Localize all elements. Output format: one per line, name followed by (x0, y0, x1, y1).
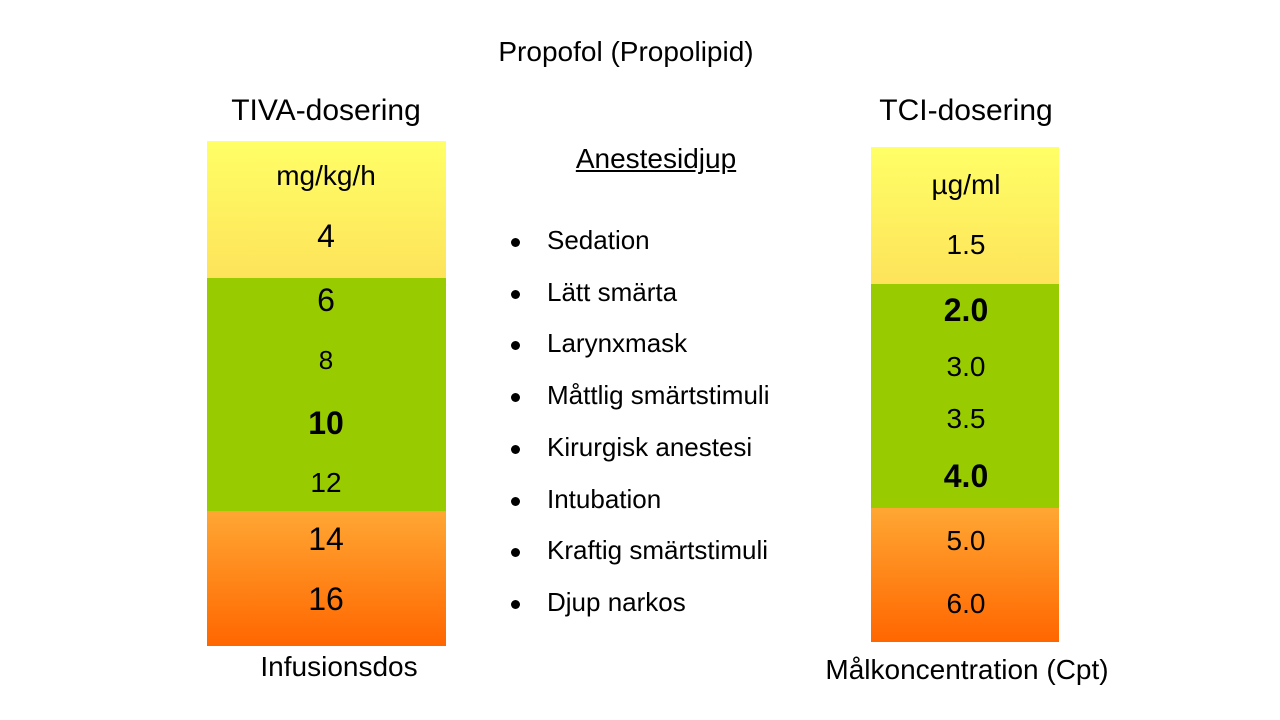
bullet-icon (511, 496, 520, 506)
depth-item: Måttlig smärtstimuli (511, 380, 770, 410)
depth-heading: Anestesidjup (575, 143, 737, 174)
depth-item: Sedation (511, 225, 650, 255)
tiva-value: 10 (308, 405, 344, 441)
depth-item-label: Sedation (547, 225, 650, 255)
bullet-icon (511, 237, 520, 247)
depth-item-label: Lätt smärta (547, 277, 678, 307)
bullet-icon (511, 289, 520, 299)
depth-item-label: Intubation (547, 484, 662, 514)
depth-item: Intubation (511, 484, 662, 514)
tiva-value: 8 (318, 345, 334, 375)
tci-value: 3.5 (946, 403, 986, 434)
tci-scale (871, 147, 1059, 642)
depth-item: Larynxmask (511, 328, 688, 358)
tiva-value: 6 (317, 282, 335, 318)
tci-yellow-band (871, 147, 1059, 284)
tiva-scale (207, 141, 446, 646)
tci-value: 5.0 (946, 525, 986, 556)
depth-item: Lätt smärta (511, 277, 678, 307)
tci-value: 1.5 (946, 229, 986, 260)
tiva-value: 4 (317, 218, 335, 254)
depth-item: Kirurgisk anestesi (511, 432, 753, 462)
tiva-value: 12 (310, 467, 342, 498)
tiva-footer: Infusionsdos (260, 651, 418, 682)
bullet-icon (511, 392, 520, 402)
tiva-heading: TIVA-dosering (231, 94, 421, 127)
tci-heading: TCI-dosering (879, 94, 1053, 127)
depth-item-label: Måttlig smärtstimuli (547, 380, 770, 410)
bullet-icon (511, 599, 520, 609)
tiva-value: 16 (308, 581, 344, 617)
tci-footer: Målkoncentration (Cpt) (825, 654, 1109, 685)
tci-green-band (871, 284, 1059, 508)
tci-value: 2.0 (943, 292, 989, 328)
tiva-yellow-band (207, 141, 446, 278)
tiva-green-band (207, 278, 446, 511)
depth-item-label: Kirurgisk anestesi (547, 432, 753, 462)
tiva-value: 14 (308, 521, 344, 557)
depth-item-label: Kraftig smärtstimuli (547, 535, 769, 565)
slide-title: Propofol (Propolipid) (498, 36, 754, 67)
tci-value: 6.0 (946, 588, 986, 619)
tci-unit: µg/ml (931, 169, 1001, 200)
depth-item: Djup narkos (511, 587, 686, 617)
tci-value: 3.0 (946, 351, 986, 382)
bullet-icon (511, 547, 520, 557)
tiva-orange-band (207, 511, 446, 646)
bullet-icon (511, 340, 520, 350)
tci-orange-band (871, 508, 1059, 642)
tci-value: 4.0 (943, 458, 989, 494)
tiva-unit: mg/kg/h (276, 160, 376, 191)
bullet-icon (511, 444, 520, 454)
depth-item-label: Larynxmask (547, 328, 688, 358)
depth-item: Kraftig smärtstimuli (511, 535, 769, 565)
depth-item-label: Djup narkos (547, 587, 686, 617)
